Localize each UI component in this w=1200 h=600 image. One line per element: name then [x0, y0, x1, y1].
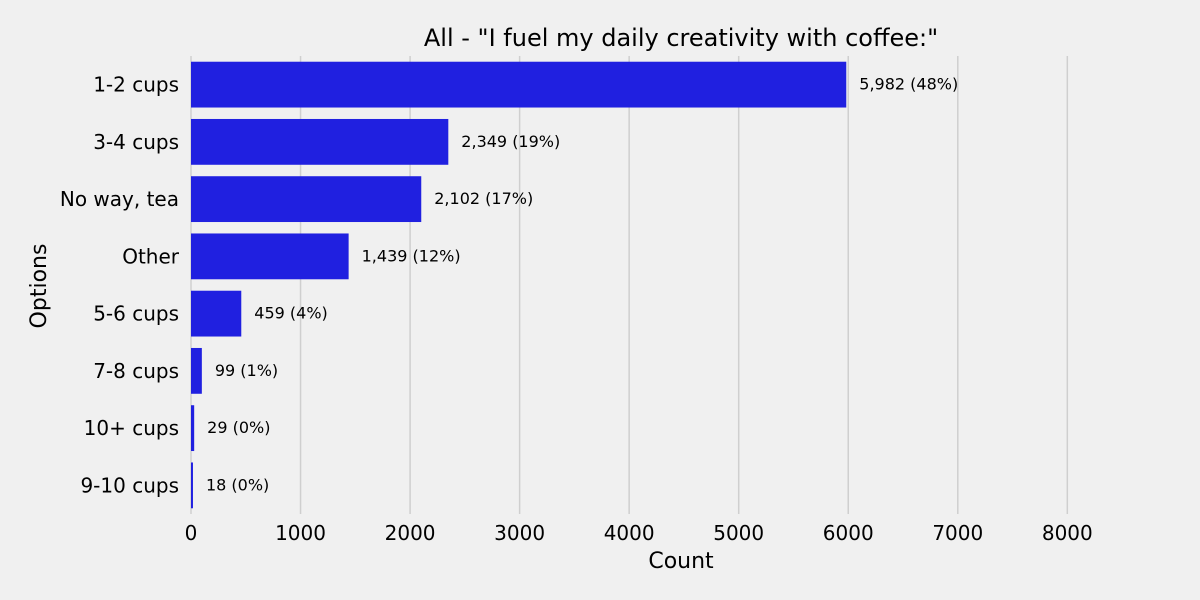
bar — [191, 290, 242, 337]
data-label: 29 (0%) — [207, 418, 270, 437]
chart-title: All - "I fuel my daily creativity with c… — [424, 24, 938, 52]
x-axis-label: Count — [648, 549, 714, 574]
y-tick-label: Other — [122, 244, 180, 268]
bar — [191, 118, 449, 165]
data-label: 5,982 (48%) — [859, 75, 958, 94]
data-label: 99 (1%) — [215, 361, 278, 380]
y-tick-label: No way, tea — [60, 187, 179, 211]
data-label: 459 (4%) — [254, 304, 328, 323]
data-label: 2,102 (17%) — [434, 189, 533, 208]
x-tick-label: 8000 — [1042, 521, 1093, 545]
data-label: 18 (0%) — [206, 475, 269, 494]
y-tick-label: 10+ cups — [84, 416, 179, 440]
x-tick-label: 4000 — [604, 521, 655, 545]
x-tick-label: 1000 — [275, 521, 326, 545]
x-tick-label: 5000 — [713, 521, 764, 545]
y-tick-label: 9-10 cups — [80, 473, 179, 497]
bar — [191, 405, 195, 452]
data-label: 2,349 (19%) — [461, 132, 560, 151]
bar — [191, 61, 847, 108]
bar — [191, 462, 193, 509]
x-tick-label: 7000 — [932, 521, 983, 545]
bar — [191, 347, 202, 394]
y-tick-label: 3-4 cups — [93, 130, 179, 154]
bars — [191, 61, 847, 509]
y-tick-label: 5-6 cups — [93, 302, 179, 326]
x-tick-label: 2000 — [385, 521, 436, 545]
bar — [191, 176, 422, 223]
y-axis-label: Options — [27, 244, 52, 329]
labels: 0 1000 2000 3000 4000 5000 6000 7000 8000 1-2 cup… — [60, 73, 1093, 545]
x-tick-label: 0 — [185, 521, 198, 545]
y-tick-label: 7-8 cups — [93, 359, 179, 383]
x-tick-label: 6000 — [823, 521, 874, 545]
data-label: 1,439 (12%) — [362, 246, 461, 265]
y-tick-label: 1-2 cups — [93, 73, 179, 97]
bar — [191, 233, 349, 280]
x-tick-label: 3000 — [494, 521, 545, 545]
